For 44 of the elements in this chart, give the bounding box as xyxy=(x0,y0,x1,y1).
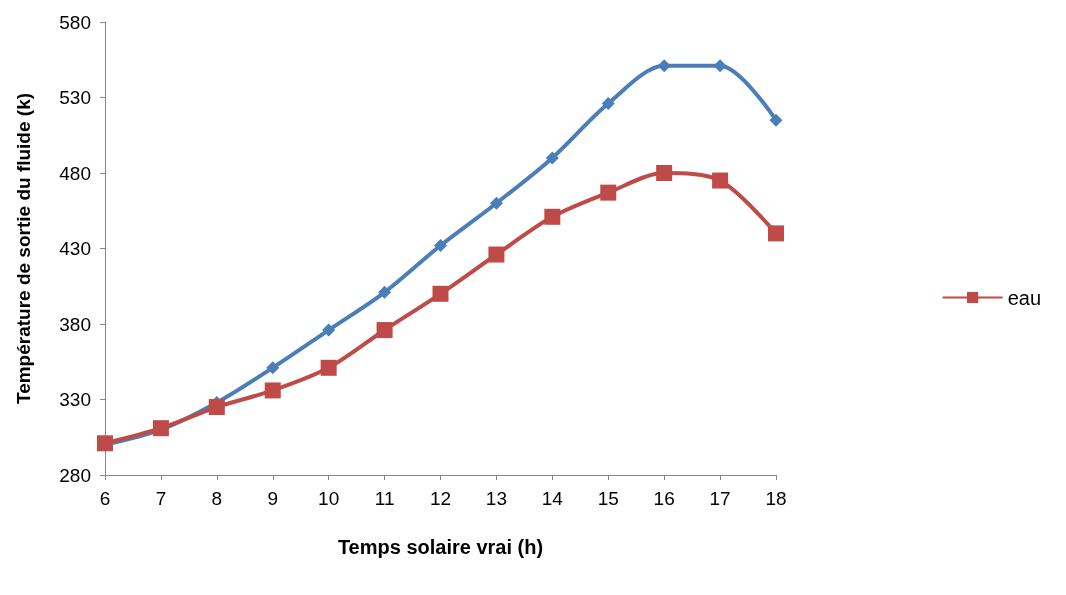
legend-label: eau xyxy=(1007,286,1042,309)
x-tick-label: 11 xyxy=(374,488,395,509)
x-tick-label: 8 xyxy=(211,488,223,509)
y-tick-label: 280 xyxy=(59,464,91,486)
x-tick-label: 15 xyxy=(597,488,619,509)
y-tick-label: 530 xyxy=(59,87,91,108)
point xyxy=(657,59,671,73)
y-axis-title: Température de sortie du fluide (k) xyxy=(13,92,34,405)
x-tick-label: 14 xyxy=(541,488,564,509)
x-tick-label: 16 xyxy=(653,488,675,509)
point xyxy=(266,361,280,375)
x-tick-label: 10 xyxy=(318,488,340,509)
point xyxy=(432,285,449,302)
point xyxy=(768,225,784,242)
point xyxy=(545,151,559,165)
point xyxy=(378,285,392,299)
point xyxy=(322,323,336,337)
x-tick-label: 6 xyxy=(99,488,111,509)
point xyxy=(320,359,337,376)
point xyxy=(489,196,503,210)
y-tick-label: 380 xyxy=(59,313,91,335)
point xyxy=(434,238,447,252)
point xyxy=(208,399,225,416)
point xyxy=(376,322,393,339)
x-tick-label: 13 xyxy=(485,488,507,509)
y-tick-label: 480 xyxy=(59,162,91,184)
point xyxy=(713,59,727,73)
point xyxy=(544,208,561,225)
point xyxy=(264,382,281,399)
point xyxy=(600,184,617,201)
x-tick-label: 18 xyxy=(765,488,787,509)
point xyxy=(601,97,615,111)
y-tick-label: 430 xyxy=(59,238,91,259)
x-tick-label: 9 xyxy=(267,488,279,509)
x-tick-label: 7 xyxy=(155,488,167,509)
point xyxy=(656,165,673,181)
point xyxy=(769,113,783,127)
point xyxy=(712,172,729,189)
y-tick-label: 580 xyxy=(59,11,91,33)
y-tick-label: 330 xyxy=(59,389,91,410)
x-axis-title: Temps solaire vrai (h) xyxy=(337,536,544,558)
x-tick-label: 17 xyxy=(709,488,731,509)
point xyxy=(488,246,505,263)
x-tick-label: 12 xyxy=(429,488,452,509)
